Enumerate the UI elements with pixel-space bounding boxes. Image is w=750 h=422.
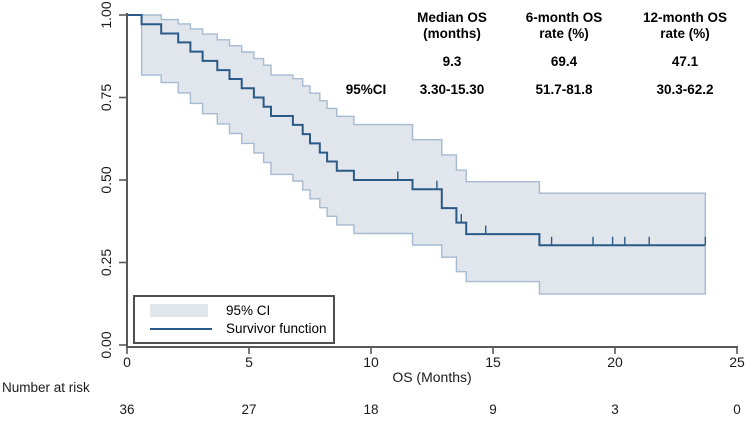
risk-count: 9 (489, 402, 497, 417)
y-tick-label: 1.00 (98, 1, 114, 28)
x-tick-label: 5 (245, 354, 253, 370)
y-tick-label: 0.25 (98, 249, 114, 276)
summary-stats-table: Median OS (months) 6-month OS rate (%) 1… (336, 10, 750, 98)
number-at-risk-label: Number at risk (2, 380, 90, 395)
risk-count: 18 (363, 402, 378, 417)
x-tick-label: 20 (607, 354, 623, 370)
stats-header-12month: 12-month OS rate (%) (642, 10, 727, 41)
y-tick-label: 0.50 (98, 166, 114, 193)
ci-band (140, 14, 706, 295)
stats-ci-row-label: 95%CI (345, 82, 387, 97)
risk-count: 3 (611, 402, 619, 417)
stats-ci-median-os: 3.30-15.30 (419, 82, 485, 97)
x-tick-label: 10 (363, 354, 379, 370)
y-tick-label: 0.75 (98, 84, 114, 111)
stats-corner-spacer (336, 10, 396, 42)
risk-count: 36 (119, 402, 134, 417)
x-tick-label: 25 (729, 354, 745, 370)
legend-item-survivor: Survivor function (150, 321, 327, 336)
x-tick-label: 0 (123, 354, 131, 370)
legend-label-survivor: Survivor function (226, 321, 327, 336)
ci-band-swatch (150, 304, 208, 317)
stats-value-median-os: 9.3 (442, 54, 462, 69)
stats-header-median-os: Median OS (months) (417, 10, 487, 41)
legend-label-ci: 95% CI (226, 303, 271, 318)
survivor-curve (127, 14, 706, 247)
survivor-line-swatch (150, 327, 212, 330)
x-tick-label: 15 (485, 354, 501, 370)
x-axis-title: OS (Months) (392, 369, 471, 385)
y-tick-label: 0.00 (98, 331, 114, 358)
stats-value-12month: 47.1 (671, 54, 699, 69)
legend: 95% CI Survivor function (133, 295, 335, 344)
risk-count: 0 (733, 402, 741, 417)
risk-count: 27 (241, 402, 256, 417)
legend-item-ci: 95% CI (150, 303, 327, 318)
stats-value-6month: 69.4 (550, 54, 578, 69)
stats-value-spacer (336, 54, 396, 70)
stats-header-6month: 6-month OS rate (%) (525, 10, 603, 41)
stats-ci-12month: 30.3-62.2 (656, 82, 714, 97)
stats-ci-6month: 51.7-81.8 (535, 82, 593, 97)
